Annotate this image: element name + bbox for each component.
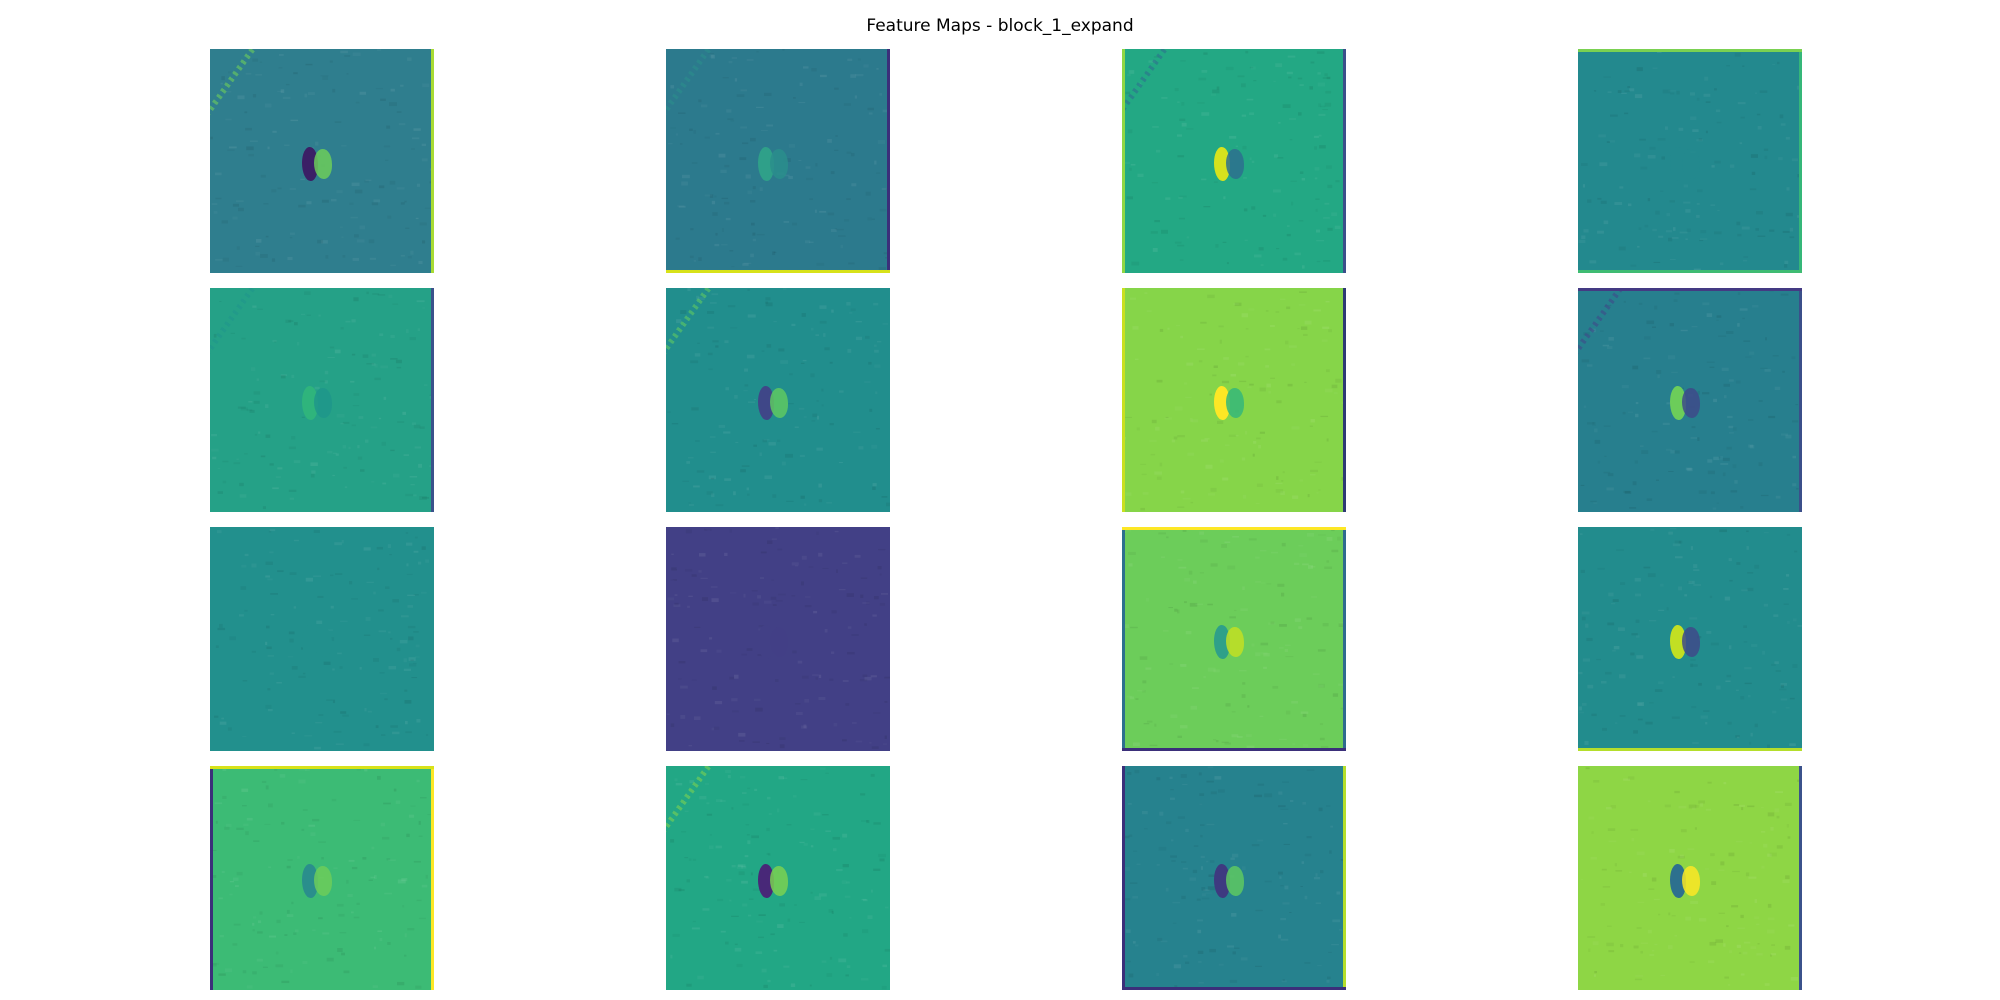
- edge-top: [210, 766, 434, 769]
- edge-right: [431, 288, 434, 512]
- feature-map-6: [666, 288, 890, 512]
- feature-blob-highlight: [770, 627, 788, 657]
- feature-blob-highlight: [1682, 627, 1700, 657]
- feature-blob-highlight: [1226, 627, 1244, 657]
- feature-map-13: [210, 766, 434, 990]
- edge-right: [1343, 49, 1346, 273]
- edge-left: [210, 766, 213, 990]
- feature-blob-highlight: [1226, 149, 1244, 179]
- feature-blob-highlight: [1226, 866, 1244, 896]
- feature-map-1: [210, 49, 434, 273]
- feature-blob-highlight: [314, 149, 332, 179]
- edge-bottom: [666, 270, 890, 273]
- feature-map-14: [666, 766, 890, 990]
- edge-right: [887, 49, 890, 273]
- edge-right: [1799, 766, 1802, 990]
- edge-right: [431, 49, 434, 273]
- feature-blob-highlight: [1682, 388, 1700, 418]
- feature-blob-highlight: [770, 388, 788, 418]
- edge-right: [1343, 527, 1346, 751]
- feature-blob-highlight: [1682, 149, 1700, 179]
- edge-top: [1578, 288, 1802, 291]
- feature-map-8: [1578, 288, 1802, 512]
- feature-texture: [1578, 527, 1802, 749]
- edge-right: [1799, 288, 1802, 512]
- edge-left: [1122, 288, 1125, 512]
- feature-blob-highlight: [1682, 866, 1700, 896]
- feature-texture: [1123, 769, 1346, 989]
- feature-map-7: [1122, 288, 1346, 512]
- feature-map-12: [1578, 527, 1802, 751]
- edge-bottom: [1122, 987, 1346, 990]
- feature-map-2: [666, 49, 890, 273]
- edge-top: [1122, 527, 1346, 530]
- edge-left: [1122, 766, 1125, 990]
- edge-left: [1122, 527, 1125, 751]
- feature-map-15: [1122, 766, 1346, 990]
- edge-bottom: [1122, 748, 1346, 751]
- edge-bottom: [1578, 748, 1802, 751]
- feature-map-10: [666, 527, 890, 751]
- feature-blob-highlight: [314, 388, 332, 418]
- feature-map-11: [1122, 527, 1346, 751]
- feature-texture: [210, 766, 428, 989]
- figure-title: Feature Maps - block_1_expand: [866, 16, 1134, 36]
- feature-map-16: [1578, 766, 1802, 990]
- feature-blob-highlight: [1226, 388, 1244, 418]
- feature-blob-highlight: [314, 866, 332, 896]
- edge-right: [1343, 288, 1346, 512]
- feature-map-5: [210, 288, 434, 512]
- feature-texture: [210, 49, 434, 267]
- edge-bottom: [1578, 270, 1802, 273]
- edge-right: [431, 766, 434, 990]
- feature-map-4: [1578, 49, 1802, 273]
- edge-right: [1343, 766, 1346, 990]
- feature-texture: [214, 529, 430, 750]
- feature-texture: [667, 288, 890, 507]
- feature-texture: [670, 773, 890, 989]
- edge-right: [1799, 49, 1802, 273]
- feature-blob-highlight: [770, 149, 788, 179]
- feature-texture: [1585, 767, 1802, 986]
- feature-map-3: [1122, 49, 1346, 273]
- edge-left: [1122, 49, 1125, 273]
- feature-map-9: [210, 527, 434, 751]
- feature-blob-highlight: [314, 627, 332, 657]
- feature-texture: [666, 527, 890, 749]
- edge-top: [1578, 49, 1802, 52]
- feature-blob-highlight: [770, 866, 788, 896]
